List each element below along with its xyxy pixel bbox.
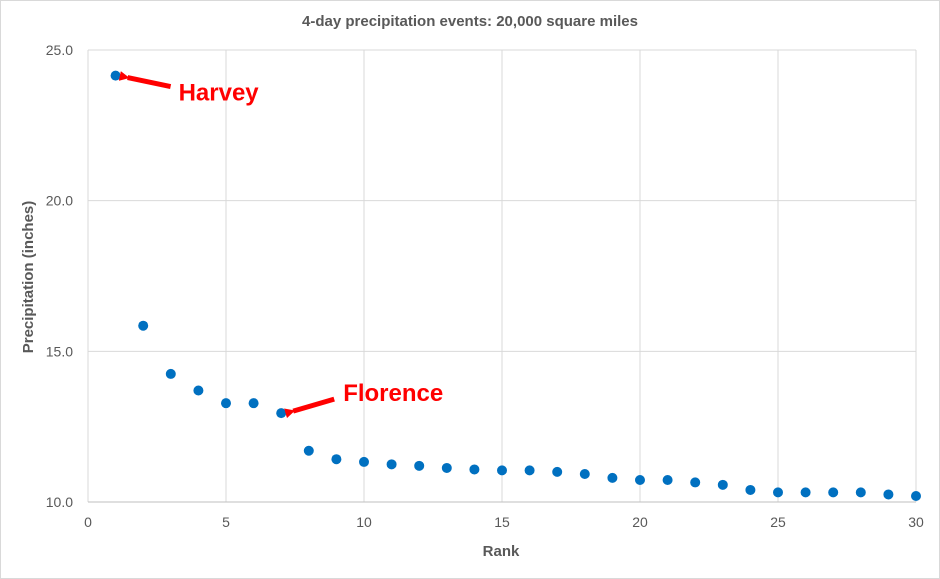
data-point: [469, 464, 480, 475]
y-tick-label: 10.0: [46, 494, 73, 510]
data-point: [690, 477, 701, 488]
data-point: [800, 487, 811, 498]
data-point: [662, 475, 673, 486]
data-points: [110, 70, 921, 501]
data-point: [276, 408, 287, 419]
x-tick-label: 25: [770, 514, 786, 530]
data-point: [828, 487, 839, 498]
chart-title: 4-day precipitation events: 20,000 squar…: [302, 13, 638, 30]
data-point: [773, 487, 783, 498]
data-point: [165, 368, 176, 379]
annotation-label: Harvey: [179, 80, 260, 107]
data-point: [745, 484, 756, 495]
annotation-harvey: Harvey: [118, 71, 260, 107]
x-tick-label: 30: [908, 514, 924, 530]
x-axis-title: Rank: [483, 543, 520, 560]
data-point: [635, 475, 645, 486]
data-point: [883, 489, 894, 500]
data-point: [221, 398, 231, 409]
data-point: [579, 468, 590, 479]
y-tick-label: 25.0: [46, 42, 73, 58]
annotation-florence: Florence: [284, 380, 443, 419]
data-point: [607, 472, 618, 483]
x-tick-label: 20: [632, 514, 648, 530]
y-tick-label: 15.0: [46, 343, 73, 359]
data-point: [911, 490, 921, 501]
data-point: [552, 466, 563, 477]
y-axis-title: Precipitation (inches): [20, 201, 37, 354]
data-point: [138, 320, 149, 331]
data-point: [193, 385, 204, 396]
annotation-arrow: [284, 396, 335, 419]
y-tick-labels: 10.0 15.0 20.0 25.0: [46, 42, 73, 510]
x-tick-labels: 0 5 10 15 20 25 30: [84, 514, 924, 530]
data-point: [717, 479, 728, 490]
gridlines: [87, 49, 917, 503]
annotation-label: Florence: [343, 380, 443, 407]
data-point: [359, 456, 369, 467]
data-point: [441, 462, 452, 473]
annotations: Harvey Florence: [118, 71, 443, 419]
x-tick-label: 15: [494, 514, 510, 530]
y-tick-label: 20.0: [46, 193, 73, 209]
data-point: [414, 460, 425, 471]
annotation-arrow: [118, 71, 172, 90]
data-point: [386, 459, 397, 470]
data-point: [855, 487, 866, 498]
data-point: [303, 445, 314, 456]
data-point: [110, 70, 121, 81]
x-tick-label: 0: [84, 514, 92, 530]
data-point: [331, 454, 342, 465]
data-point: [248, 398, 259, 409]
x-tick-label: 5: [222, 514, 230, 530]
data-point: [497, 465, 507, 476]
x-tick-label: 10: [356, 514, 372, 530]
data-point: [524, 465, 535, 476]
